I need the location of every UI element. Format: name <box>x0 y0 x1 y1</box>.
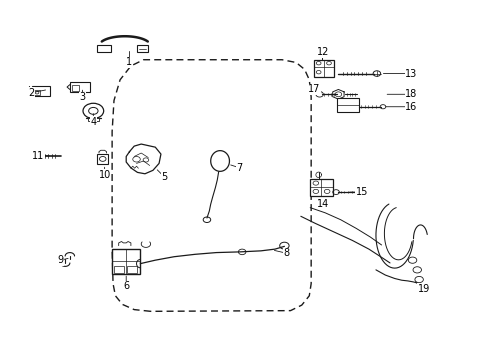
Bar <box>97 45 110 52</box>
Bar <box>32 86 50 96</box>
Bar <box>97 154 108 164</box>
Bar <box>127 266 137 273</box>
Text: 13: 13 <box>404 68 416 78</box>
Bar <box>136 45 148 52</box>
Text: 17: 17 <box>307 85 320 94</box>
Bar <box>114 266 124 273</box>
Text: 2: 2 <box>28 88 34 98</box>
Text: 14: 14 <box>317 198 329 208</box>
Bar <box>70 82 89 92</box>
Polygon shape <box>332 89 344 99</box>
Bar <box>34 90 40 95</box>
Text: 3: 3 <box>80 92 85 102</box>
Text: 7: 7 <box>236 163 243 173</box>
Text: 15: 15 <box>355 187 367 197</box>
Text: 6: 6 <box>123 282 129 292</box>
Text: 10: 10 <box>98 170 110 180</box>
Text: 9: 9 <box>57 255 63 265</box>
Text: 18: 18 <box>404 89 416 99</box>
Text: 1: 1 <box>126 58 132 67</box>
Text: 4: 4 <box>90 117 96 127</box>
Bar <box>87 118 99 121</box>
Polygon shape <box>126 144 161 174</box>
Bar <box>72 85 79 91</box>
Bar <box>309 179 332 195</box>
Bar <box>313 60 333 77</box>
Text: 19: 19 <box>417 284 429 294</box>
Bar <box>337 98 358 112</box>
Text: 16: 16 <box>404 102 416 112</box>
Text: 5: 5 <box>161 172 167 182</box>
Text: 11: 11 <box>32 151 44 161</box>
Text: 8: 8 <box>283 248 289 258</box>
Bar <box>112 249 140 274</box>
Text: 12: 12 <box>317 47 329 57</box>
